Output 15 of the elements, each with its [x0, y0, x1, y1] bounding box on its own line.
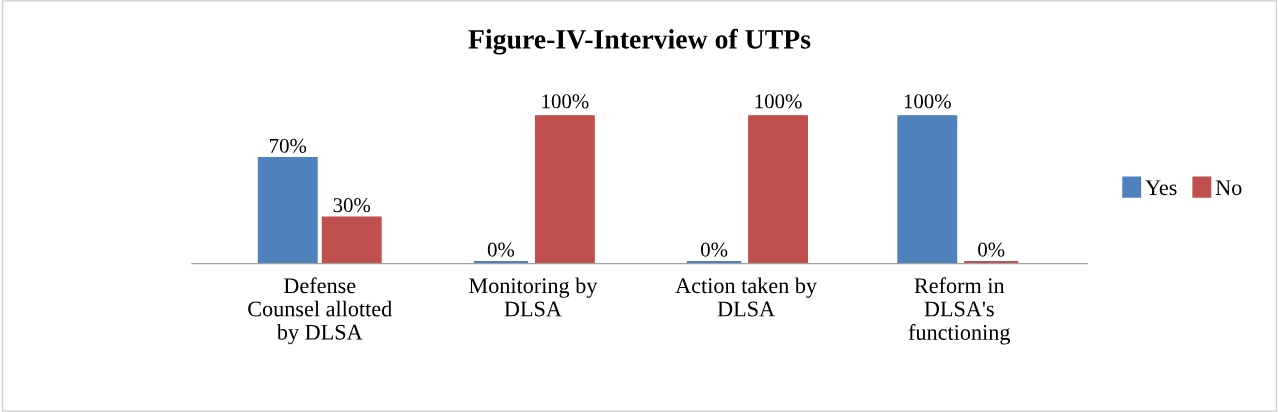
data-label: 30%	[333, 198, 371, 213]
legend-label: Yes	[1145, 180, 1177, 196]
x-tick-label: Reform in DLSA's functioning	[908, 277, 1011, 345]
data-label: 100%	[542, 94, 589, 109]
x-tick-label: Defense Counsel allotted by DLSA	[248, 277, 392, 345]
chart-title: Figure-IV-Interview of UTPs	[468, 28, 811, 55]
data-label: 70%	[270, 138, 307, 153]
data-label: 0%	[701, 242, 728, 257]
data-label: 0%	[487, 242, 515, 257]
data-label: 100%	[904, 94, 951, 109]
data-label: 100%	[755, 94, 802, 109]
x-tick-label: Action taken by DLSA	[675, 277, 817, 317]
x-tick-label: Monitoring by DLSA	[469, 277, 598, 317]
legend-label: No	[1215, 180, 1242, 196]
data-label: 0%	[978, 242, 1005, 257]
